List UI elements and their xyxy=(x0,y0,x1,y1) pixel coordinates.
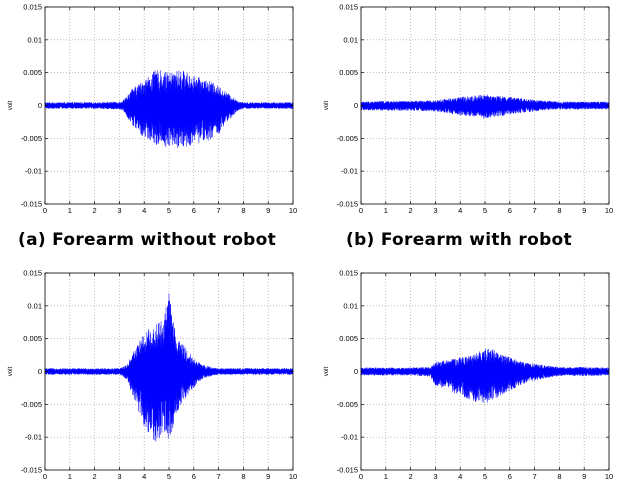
chart-c-xtick-label: 3 xyxy=(117,472,121,481)
chart-d-xtick-label: 0 xyxy=(359,472,363,481)
chart-c-ytick-label: 0.015 xyxy=(23,269,42,278)
chart-d-xtick-label: 9 xyxy=(582,472,586,481)
chart-a-xtick-label: 0 xyxy=(43,206,47,215)
chart-d-ytick-label: 0.015 xyxy=(339,269,358,278)
chart-c-ytick-label: -0.005 xyxy=(21,400,42,409)
chart-d-xtick-label: 10 xyxy=(605,472,613,481)
chart-panel-d: 0 1 2 3 4 5 6 7 8 9 10 -0.015 -0.01 -0.005 0 0.005 0.01 0… xyxy=(316,266,632,482)
chart-a-xtick-label: 1 xyxy=(68,206,72,215)
chart-d-xtick-label: 6 xyxy=(508,472,512,481)
chart-a-ytick-label: -0.015 xyxy=(21,200,42,209)
chart-c-ylabel: volt xyxy=(8,367,14,377)
chart-a-ytick-label: -0.01 xyxy=(25,167,42,176)
chart-d-ytick-label: -0.005 xyxy=(337,400,358,409)
chart-d-xtick-label: 5 xyxy=(483,472,487,481)
chart-d-xtick-label: 3 xyxy=(433,472,437,481)
chart-b-ytick-label: 0.015 xyxy=(339,3,358,12)
chart-d-xtick-label: 1 xyxy=(384,472,388,481)
chart-a-xtick-label: 9 xyxy=(266,206,270,215)
chart-a-ytick-label: 0.015 xyxy=(23,3,42,12)
chart-a-ytick-label: 0 xyxy=(38,101,42,110)
chart-a-signal-line xyxy=(44,70,294,148)
chart-c-xtick-label: 6 xyxy=(192,472,196,481)
chart-d-xtick-label: 2 xyxy=(409,472,413,481)
chart-b-xtick-label: 2 xyxy=(409,206,413,215)
chart-b-svg: 0 1 2 3 4 5 6 7 8 9 10 -0.015 -0.01 -0.005 0 0.005 0.01 0… xyxy=(324,3,613,216)
chart-d-ytick-label: -0.015 xyxy=(337,466,358,475)
chart-b-xtick-label: 1 xyxy=(384,206,388,215)
chart-b-xtick-label: 0 xyxy=(359,206,363,215)
chart-d-xtick-label: 7 xyxy=(533,472,537,481)
chart-c-xtick-label: 10 xyxy=(289,472,297,481)
caption-a: (a) Forearm without robot xyxy=(18,230,277,250)
chart-c-xtick-label: 9 xyxy=(266,472,270,481)
chart-b-ytick-label: -0.015 xyxy=(337,200,358,209)
chart-d-xtick-label: 8 xyxy=(557,472,561,481)
chart-c-signal-line xyxy=(44,293,294,442)
chart-b-ytick-label: 0.01 xyxy=(343,35,358,44)
chart-a-xtick-label: 8 xyxy=(241,206,245,215)
chart-b-ylabel: volt xyxy=(324,101,330,111)
chart-b-ytick-label: -0.01 xyxy=(341,167,358,176)
chart-b-xtick-label: 4 xyxy=(458,206,462,215)
chart-a-xtick-label: 10 xyxy=(289,206,297,215)
chart-b-ytick-label: -0.005 xyxy=(337,134,358,143)
chart-panel-c: 0 1 2 3 4 5 6 7 8 9 10 -0.015 -0.01 -0.005 0 0.005 0.01 0… xyxy=(0,266,316,482)
chart-c-xtick-label: 4 xyxy=(142,472,146,481)
chart-b-xtick-label: 5 xyxy=(483,206,487,215)
chart-c-ytick-label: 0.005 xyxy=(23,334,42,343)
chart-a-xtick-label: 5 xyxy=(167,206,171,215)
chart-c-xtick-label: 2 xyxy=(93,472,97,481)
chart-a-ytick-label: 0.01 xyxy=(27,35,42,44)
chart-b-ytick-label: 0 xyxy=(354,101,358,110)
chart-b-xtick-label: 7 xyxy=(533,206,537,215)
chart-b-xtick-label: 10 xyxy=(605,206,613,215)
chart-a-xtick-label: 4 xyxy=(142,206,146,215)
chart-a-ytick-label: -0.005 xyxy=(21,134,42,143)
chart-a-svg: 0 1 2 3 4 5 6 7 8 9 10 -0.015 -0.01 -0.005 0 0.005 0.01 0… xyxy=(8,3,297,216)
chart-c-ytick-label: 0.01 xyxy=(27,301,42,310)
chart-d-svg: 0 1 2 3 4 5 6 7 8 9 10 -0.015 -0.01 -0.005 0 0.005 0.01 0… xyxy=(324,269,613,482)
chart-a-xtick-label: 3 xyxy=(117,206,121,215)
chart-a-xtick-label: 2 xyxy=(93,206,97,215)
chart-c-xtick-label: 8 xyxy=(241,472,245,481)
chart-a-ylabel: volt xyxy=(8,101,14,111)
chart-d-ytick-label: 0.005 xyxy=(339,334,358,343)
chart-a-xtick-label: 7 xyxy=(217,206,221,215)
chart-d-ylabel: volt xyxy=(324,367,330,377)
chart-d-xtick-label: 4 xyxy=(458,472,462,481)
chart-b-signal-line xyxy=(360,94,610,119)
chart-c-ytick-label: -0.01 xyxy=(25,433,42,442)
chart-c-ytick-label: 0 xyxy=(38,367,42,376)
chart-d-signal-line xyxy=(360,348,610,403)
chart-b-xtick-label: 9 xyxy=(582,206,586,215)
caption-b: (b) Forearm with robot xyxy=(346,230,572,250)
chart-c-xtick-label: 1 xyxy=(68,472,72,481)
chart-d-ytick-label: 0.01 xyxy=(343,301,358,310)
chart-b-ytick-label: 0.005 xyxy=(339,68,358,77)
chart-b-xtick-label: 6 xyxy=(508,206,512,215)
chart-panel-a: 0 1 2 3 4 5 6 7 8 9 10 -0.015 -0.01 -0.005 0 0.005 0.01 0… xyxy=(0,0,316,216)
chart-d-ytick-label: -0.01 xyxy=(341,433,358,442)
chart-a-xtick-label: 6 xyxy=(192,206,196,215)
chart-c-ytick-label: -0.015 xyxy=(21,466,42,475)
chart-c-xtick-label: 5 xyxy=(167,472,171,481)
chart-d-ytick-label: 0 xyxy=(354,367,358,376)
chart-panel-b: 0 1 2 3 4 5 6 7 8 9 10 -0.015 -0.01 -0.005 0 0.005 0.01 0… xyxy=(316,0,632,216)
chart-c-xtick-label: 7 xyxy=(217,472,221,481)
chart-a-ytick-label: 0.005 xyxy=(23,68,42,77)
chart-b-xtick-label: 8 xyxy=(557,206,561,215)
chart-b-xtick-label: 3 xyxy=(433,206,437,215)
chart-c-svg: 0 1 2 3 4 5 6 7 8 9 10 -0.015 -0.01 -0.005 0 0.005 0.01 0… xyxy=(8,269,297,482)
chart-c-xtick-label: 0 xyxy=(43,472,47,481)
